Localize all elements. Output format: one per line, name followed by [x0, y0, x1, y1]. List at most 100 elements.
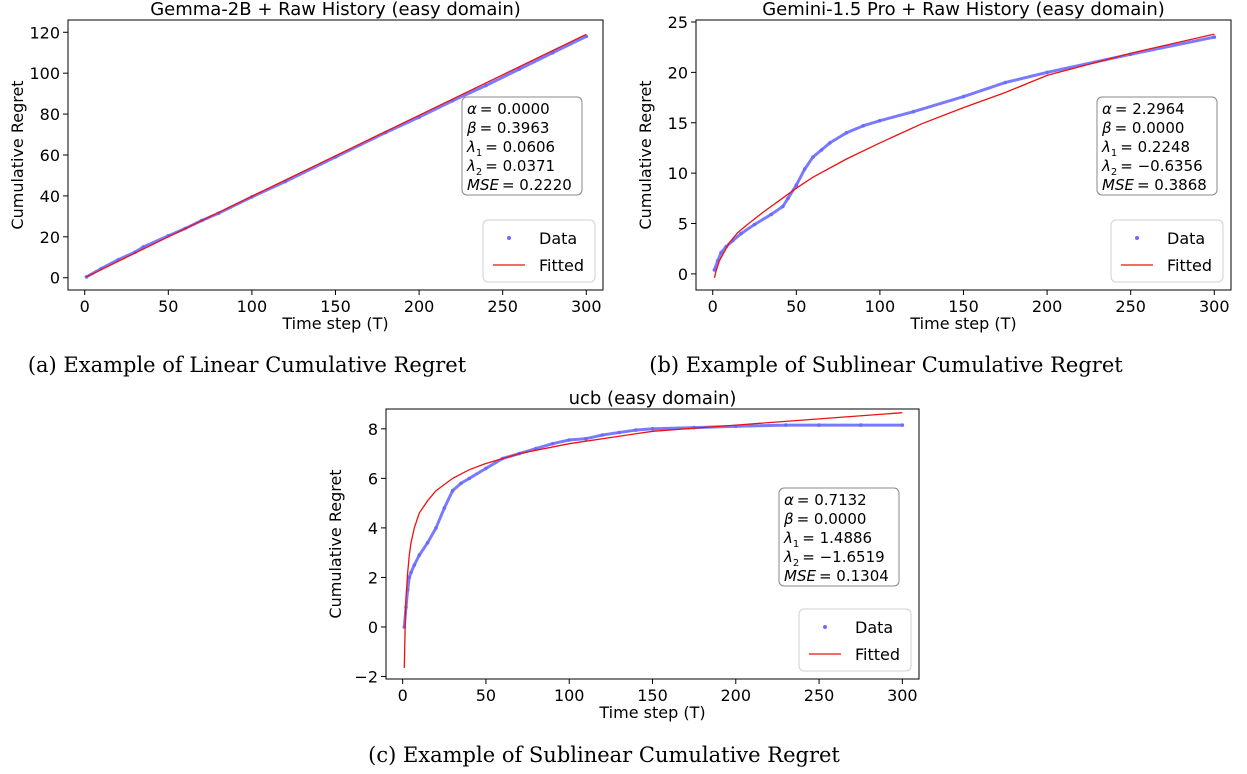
x-tick-label: 0	[398, 686, 408, 705]
data-point	[900, 423, 905, 427]
data-point	[550, 441, 555, 446]
x-tick-label: 50	[476, 686, 496, 705]
data-point	[828, 141, 832, 145]
y-tick-label: 5	[678, 215, 688, 234]
legend-marker-data	[507, 236, 511, 240]
legend-frame	[482, 219, 596, 283]
data-point	[1212, 35, 1217, 39]
figure-caption: (c) Example of Sublinear Cumulative Regr…	[368, 743, 840, 767]
data-point	[769, 212, 773, 217]
legend-marker-data	[823, 625, 827, 629]
legend: Data Fitted	[1110, 219, 1224, 283]
data-point	[584, 34, 589, 39]
data-point	[811, 155, 815, 159]
y-tick-label: 4	[368, 519, 378, 538]
data-point	[484, 466, 488, 471]
data-point	[911, 109, 916, 114]
data-point	[459, 481, 463, 486]
x-tick-label: 150	[948, 297, 979, 316]
legend-label: Fitted	[1167, 256, 1212, 275]
data-point	[450, 488, 455, 493]
fit-parameter: λ2 = −1.6519	[783, 548, 885, 569]
data-point	[425, 541, 430, 545]
y-tick-label: 10	[668, 164, 688, 183]
series-line-fitted	[403, 412, 903, 668]
data-point	[442, 506, 447, 510]
fit-parameters-frame	[1096, 96, 1218, 196]
plot-area	[402, 412, 905, 668]
chart-title: Gemini-1.5 Pro + Raw History (easy domai…	[762, 0, 1165, 20]
data-point	[634, 428, 638, 432]
data-point	[141, 245, 145, 249]
legend-frame	[798, 608, 912, 672]
y-tick-label: 0	[50, 269, 60, 288]
fit-parameter: MSE = 0.3868	[1102, 176, 1207, 194]
data-point	[1045, 70, 1049, 75]
data-point	[567, 438, 571, 442]
chart-2: Gemini-1.5 Pro + Raw History (easy domai…	[636, 0, 1232, 377]
fit-parameter: λ2 = −0.6356	[1101, 157, 1203, 178]
y-tick-label: 15	[668, 114, 688, 133]
data-point	[617, 430, 621, 435]
x-tick-label: 50	[786, 297, 806, 316]
x-tick-label: 250	[804, 686, 835, 705]
x-tick-label: 300	[1199, 297, 1230, 316]
x-tick-label: 250	[487, 297, 518, 316]
data-point	[861, 124, 865, 128]
x-tick-label: 300	[571, 297, 602, 316]
y-tick-label: 120	[29, 23, 60, 42]
data-point	[858, 423, 863, 427]
series-line-fitted	[713, 33, 1215, 279]
x-tick-label: 150	[320, 297, 351, 316]
y-tick-label: 0	[678, 265, 688, 284]
chart-title: Gemma-2B + Raw History (easy domain)	[150, 0, 521, 20]
y-axis-label: Cumulative Regret	[636, 80, 655, 229]
legend-label: Data	[1167, 229, 1205, 248]
y-tick-label: 25	[668, 13, 688, 32]
data-point	[878, 118, 882, 123]
x-axis-label: Time step (T)	[598, 703, 705, 722]
y-axis-label: Cumulative Regret	[326, 469, 345, 618]
fit-parameters-frame	[778, 487, 900, 587]
y-tick-label: 6	[368, 469, 378, 488]
fit-parameter: β = 0.0000	[1101, 119, 1184, 137]
data-point	[794, 183, 799, 187]
chart-title: ucb (easy domain)	[569, 388, 737, 409]
x-tick-label: 200	[721, 686, 752, 705]
x-axis-label: Time step (T)	[281, 314, 388, 333]
y-tick-label: 80	[40, 105, 60, 124]
x-tick-label: 50	[158, 297, 178, 316]
series-line-fitted	[86, 33, 587, 278]
y-tick-label: 60	[40, 146, 60, 165]
legend-label: Data	[855, 618, 893, 637]
y-tick-label: 8	[368, 420, 378, 439]
data-point	[1003, 80, 1008, 85]
fit-parameter: MSE = 0.2220	[467, 176, 572, 194]
legend-label: Fitted	[855, 645, 900, 664]
fit-parameter: λ1 = 0.2248	[1101, 138, 1190, 159]
x-tick-label: 100	[865, 297, 896, 316]
legend-label: Data	[539, 229, 577, 248]
x-tick-label: 300	[887, 686, 918, 705]
fit-parameters-frame	[461, 96, 583, 196]
fit-parameter: β = 0.3963	[466, 119, 549, 137]
data-point	[412, 563, 417, 567]
y-axis-label: Cumulative Regret	[8, 80, 27, 229]
data-point	[551, 50, 555, 55]
y-tick-label: 100	[29, 64, 60, 83]
x-axis-label: Time step (T)	[909, 314, 1016, 333]
legend-frame	[1110, 219, 1224, 283]
data-point	[817, 423, 821, 427]
fit-parameter: β = 0.0000	[783, 510, 866, 528]
data-point	[484, 83, 488, 88]
data-point	[409, 570, 413, 575]
fit-parameter: α = 0.0000	[467, 100, 550, 118]
plot-area	[84, 33, 589, 279]
y-tick-label: 2	[368, 568, 378, 587]
data-point	[407, 575, 412, 580]
figure-caption: (b) Example of Sublinear Cumulative Regr…	[649, 353, 1123, 377]
fit-parameter: λ1 = 1.4886	[783, 529, 872, 550]
y-tick-label: 20	[40, 228, 60, 247]
